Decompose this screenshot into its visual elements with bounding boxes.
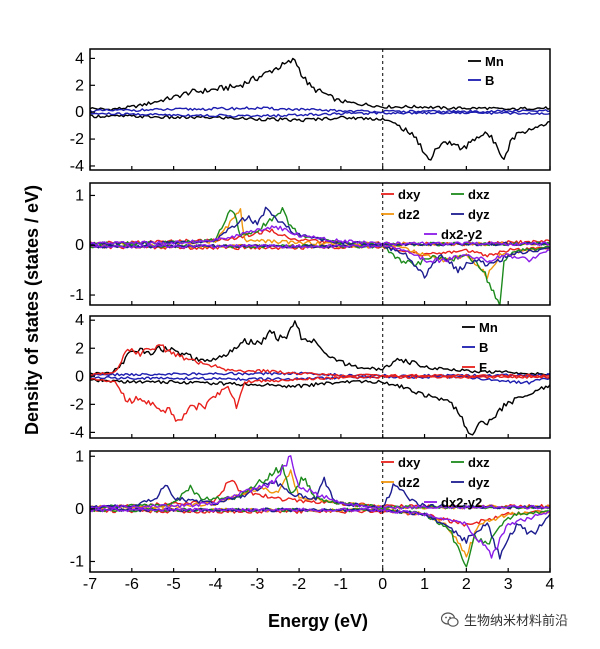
- x-tick-label: -5: [167, 576, 181, 593]
- series-Mn-up: [90, 320, 550, 376]
- x-tick-label: -3: [250, 576, 264, 593]
- plot-frame: [89, 48, 551, 171]
- plot-frame: [89, 315, 551, 439]
- series-group: [90, 57, 550, 161]
- legend-label-B: B: [485, 73, 494, 88]
- y-tick-label: 4: [75, 312, 84, 329]
- y-tick-label: 1: [75, 187, 84, 204]
- series-dx2-y2-down: [90, 507, 550, 559]
- x-tick-label: 1: [420, 576, 429, 593]
- x-tick-label: 3: [504, 576, 513, 593]
- x-tick-label: 4: [546, 576, 555, 593]
- series-B-down: [90, 111, 550, 118]
- x-tick-label: -4: [208, 576, 222, 593]
- panel-p3: 4 2 0 -2 -4 Mn BF: [70, 312, 551, 441]
- y-tick-label: -4: [70, 158, 84, 175]
- series-group: [90, 206, 550, 305]
- panel-p1: 4 2 0 -2 -4 Mn B: [70, 48, 551, 175]
- y-tick-label: 4: [75, 50, 84, 67]
- y-tick-label: 2: [75, 340, 84, 357]
- x-tick-label: 0: [378, 576, 387, 593]
- series-dxz-down: [90, 507, 550, 568]
- series-dx2-y2-up: [90, 225, 550, 247]
- y-tick-label: 1: [75, 448, 84, 465]
- legend-label-dx2-y2: dx2-y2: [441, 227, 482, 242]
- series-group: [90, 320, 550, 436]
- y-tick-label: -1: [70, 287, 84, 304]
- panel-p2: 1 0 -1 dxy dxz dz2 dyz dx2-y2: [70, 182, 551, 306]
- y-tick-label: 0: [75, 104, 84, 121]
- series-Mn-down: [90, 378, 550, 436]
- y-tick-label: -2: [70, 131, 84, 148]
- watermark-text: 生物纳米材料前沿: [464, 614, 569, 629]
- watermark: 生物纳米材料前沿: [441, 610, 568, 629]
- x-tick-label: 2: [462, 576, 471, 593]
- series-dz2-down: [90, 507, 550, 558]
- x-tick-label: -2: [292, 576, 306, 593]
- legend-label-B: B: [479, 340, 488, 355]
- legend-label-dz2: dz2: [398, 207, 420, 222]
- panels-group: 4 2 0 -2 -4 Mn B 1 0 -1 dxy dxz dz2 dyz dx2-y2 4 2 0 -2 -4 M…: [70, 48, 555, 593]
- y-tick-label: -1: [70, 553, 84, 570]
- series-B-down: [90, 375, 550, 385]
- series-Mn-down: [90, 114, 550, 161]
- legend-label-dyz: dyz: [468, 475, 490, 490]
- x-axis-title: Energy (eV): [268, 611, 368, 631]
- series-F-up: [90, 344, 550, 378]
- wechat-icon: [441, 611, 459, 627]
- series-dyz-down: [90, 507, 550, 560]
- x-tick-label: -7: [83, 576, 97, 593]
- legend-label-Mn: Mn: [485, 54, 504, 69]
- y-tick-label: 2: [75, 77, 84, 94]
- series-F-down: [90, 375, 550, 422]
- legend-label-dxz: dxz: [468, 455, 490, 470]
- legend-label-dxy: dxy: [398, 455, 421, 470]
- y-tick-label: -2: [70, 396, 84, 413]
- series-dyz-down: [90, 243, 550, 279]
- y-tick-label: 0: [75, 501, 84, 518]
- x-tick-label: -1: [334, 576, 348, 593]
- y-tick-label: 0: [75, 237, 84, 254]
- plot-frame: [89, 450, 551, 573]
- legend-label-dxy: dxy: [398, 187, 421, 202]
- legend-label-dz2: dz2: [398, 475, 420, 490]
- plot-frame: [89, 182, 551, 306]
- series-group: [90, 455, 550, 568]
- y-axis-title: Density of states (states / eV): [22, 185, 42, 435]
- series-dx2-y2-up: [90, 455, 550, 510]
- series-dxy-down: [90, 508, 550, 527]
- y-tick-label: -4: [70, 424, 84, 441]
- legend-label-dxz: dxz: [468, 187, 490, 202]
- legend-label-dx2-y2: dx2-y2: [441, 495, 482, 510]
- series-Mn-up: [90, 57, 550, 112]
- series-dyz-up: [90, 476, 550, 510]
- x-tick-label: -6: [125, 576, 139, 593]
- series-dx2-y2-down: [90, 243, 550, 264]
- legend-label-F: F: [479, 360, 487, 375]
- legend-label-Mn: Mn: [479, 320, 498, 335]
- panel-p4: 1 0 -1 dxy dxz dz2 dyz dx2-y2: [70, 448, 551, 573]
- y-tick-label: 0: [75, 368, 84, 385]
- legend-label-dyz: dyz: [468, 207, 490, 222]
